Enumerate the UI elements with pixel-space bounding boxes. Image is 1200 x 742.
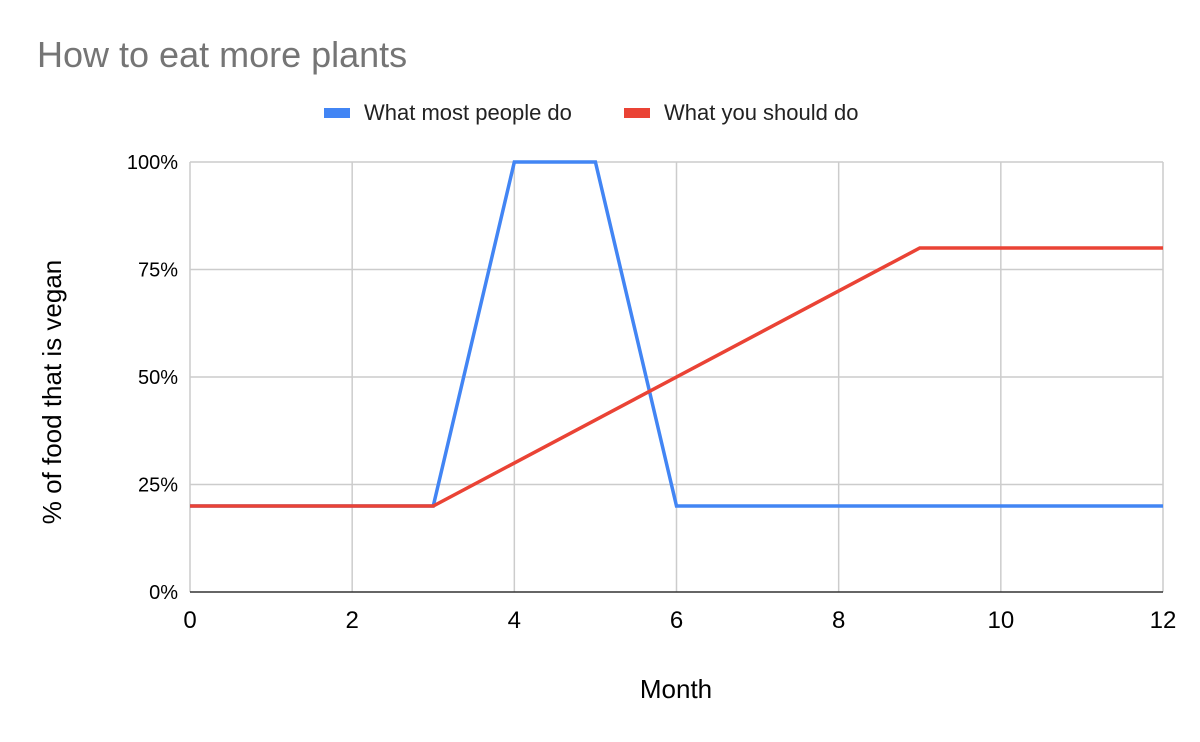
- x-axis-title: Month: [640, 674, 712, 704]
- y-axis-title: % of food that is vegan: [37, 260, 67, 525]
- x-tick-label: 2: [345, 607, 358, 634]
- y-tick-label: 75%: [138, 260, 178, 282]
- gridlines: [189, 161, 1164, 592]
- x-axis-ticks: 0 2 4 6 8 10 12: [183, 607, 1176, 634]
- x-tick-label: 0: [183, 607, 196, 634]
- y-axis-ticks: 0% 25% 50% 75% 100%: [127, 152, 178, 604]
- x-tick-label: 10: [987, 607, 1014, 634]
- x-tick-label: 8: [832, 607, 845, 634]
- legend-swatch-you-should: [624, 108, 650, 118]
- x-tick-label: 12: [1150, 607, 1177, 634]
- legend-label-most-people: What most people do: [364, 100, 572, 125]
- chart-title: How to eat more plants: [37, 34, 407, 75]
- x-tick-label: 4: [508, 607, 521, 634]
- y-tick-label: 100%: [127, 152, 178, 174]
- y-tick-label: 50%: [138, 367, 178, 389]
- legend: What most people do What you should do: [324, 100, 858, 125]
- legend-swatch-most-people: [324, 108, 350, 118]
- series-lines: [190, 160, 1163, 508]
- y-tick-label: 25%: [138, 475, 178, 497]
- y-tick-label: 0%: [149, 582, 178, 604]
- series-line-1: [190, 246, 1163, 508]
- legend-label-you-should: What you should do: [664, 100, 858, 125]
- x-tick-label: 6: [670, 607, 683, 634]
